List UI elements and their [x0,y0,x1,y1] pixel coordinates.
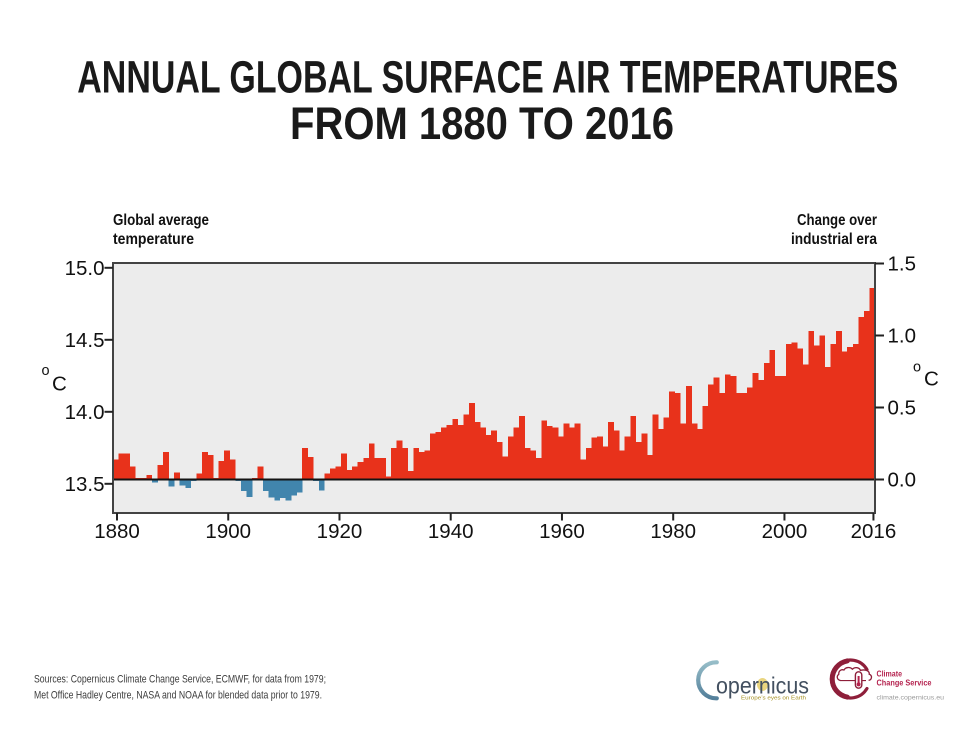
svg-text:C: C [52,373,67,396]
svg-text:FROM 1880 TO 2016: FROM 1880 TO 2016 [290,98,674,149]
svg-text:1940: 1940 [428,520,474,543]
svg-text:1.5: 1.5 [888,253,917,276]
svg-text:13.5: 13.5 [65,473,105,496]
svg-text:opernicus: opernicus [716,673,809,699]
svg-text:1880: 1880 [94,520,140,543]
svg-text:0.0: 0.0 [888,469,917,492]
svg-text:2016: 2016 [851,520,897,543]
svg-text:2000: 2000 [762,520,808,543]
svg-text:Global average: Global average [113,212,209,229]
svg-text:0.5: 0.5 [888,397,917,420]
svg-text:Met Office Hadley Centre, NASA: Met Office Hadley Centre, NASA and NOAA … [34,690,322,702]
svg-text:o: o [42,363,50,379]
svg-text:industrial era: industrial era [791,231,877,248]
svg-text:15.0: 15.0 [65,257,105,280]
svg-text:1.0: 1.0 [888,325,917,348]
svg-text:1920: 1920 [317,520,363,543]
svg-text:Europe’s eyes on Earth: Europe’s eyes on Earth [741,695,806,701]
svg-text:Change Service: Change Service [877,678,932,688]
svg-text:climate.copernicus.eu: climate.copernicus.eu [877,695,945,702]
svg-text:temperature: temperature [113,231,194,248]
svg-text:1900: 1900 [205,520,251,543]
svg-text:14.5: 14.5 [65,329,105,352]
svg-text:1960: 1960 [539,520,585,543]
svg-text:14.0: 14.0 [65,401,105,424]
svg-text:ANNUAL GLOBAL SURFACE AIR TEMP: ANNUAL GLOBAL SURFACE AIR TEMPERATURES [77,52,898,103]
svg-text:Climate: Climate [877,669,903,679]
svg-text:1980: 1980 [650,520,696,543]
svg-text:Sources: Copernicus Climate Ch: Sources: Copernicus Climate Change Servi… [34,674,326,686]
svg-text:C: C [924,367,939,390]
svg-text:Change over: Change over [797,212,877,229]
svg-text:o: o [913,359,921,375]
